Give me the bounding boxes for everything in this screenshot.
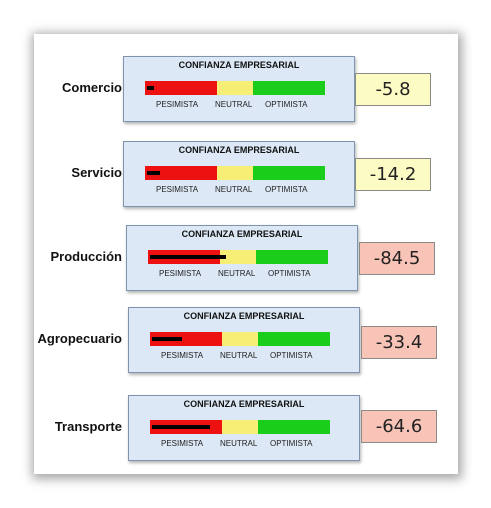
optimista-band: [253, 81, 325, 95]
neutral-band: [217, 166, 253, 180]
pesimista-label: PESIMISTA: [156, 185, 199, 194]
value-display: -64.6: [361, 410, 437, 443]
band-labels: PESIMISTA NEUTRAL OPTIMISTA: [145, 100, 325, 111]
card-title: CONFIANZA EMPRESARIAL: [183, 311, 305, 321]
sector-label: Servicio: [71, 165, 122, 180]
confidence-card: CONFIANZA EMPRESARIAL PESIMISTA NEUTRAL …: [128, 307, 360, 373]
card-title: CONFIANZA EMPRESARIAL: [178, 145, 300, 155]
neutral-band: [217, 81, 253, 95]
optimista-label: OPTIMISTA: [270, 351, 313, 360]
band-labels: PESIMISTA NEUTRAL OPTIMISTA: [145, 185, 325, 196]
sector-row-comercio: Comercio CONFIANZA EMPRESARIAL PESIMISTA…: [34, 56, 458, 126]
bullet-gauge: [145, 81, 325, 95]
neutral-label: NEUTRAL: [215, 185, 253, 194]
band-labels: PESIMISTA NEUTRAL OPTIMISTA: [150, 351, 330, 362]
measure-bar: [152, 337, 183, 341]
value-display: -84.5: [359, 242, 435, 275]
optimista-label: OPTIMISTA: [265, 185, 308, 194]
neutral-label: NEUTRAL: [220, 439, 258, 448]
sector-label: Comercio: [62, 80, 122, 95]
band-labels: PESIMISTA NEUTRAL OPTIMISTA: [150, 439, 330, 450]
value-display: -5.8: [355, 73, 431, 106]
card-title: CONFIANZA EMPRESARIAL: [178, 60, 300, 70]
pesimista-band: [150, 332, 222, 346]
neutral-band: [222, 332, 258, 346]
dashboard-panel: Comercio CONFIANZA EMPRESARIAL PESIMISTA…: [34, 34, 458, 474]
pesimista-label: PESIMISTA: [161, 351, 204, 360]
optimista-label: OPTIMISTA: [268, 269, 311, 278]
optimista-band: [256, 250, 328, 264]
pesimista-label: PESIMISTA: [161, 439, 204, 448]
optimista-band: [253, 166, 325, 180]
value-display: -33.4: [361, 326, 437, 359]
measure-bar: [147, 171, 160, 175]
optimista-band: [258, 332, 330, 346]
neutral-label: NEUTRAL: [220, 351, 258, 360]
neutral-label: NEUTRAL: [218, 269, 256, 278]
sector-row-produccion: Producción CONFIANZA EMPRESARIAL PESIMIS…: [34, 225, 458, 295]
neutral-band: [222, 420, 258, 434]
optimista-label: OPTIMISTA: [270, 439, 313, 448]
neutral-label: NEUTRAL: [215, 100, 253, 109]
sector-label: Producción: [50, 249, 122, 264]
confidence-card: CONFIANZA EMPRESARIAL PESIMISTA NEUTRAL …: [123, 56, 355, 122]
sector-label: Transporte: [54, 419, 122, 434]
sector-row-transporte: Transporte CONFIANZA EMPRESARIAL PESIMIS…: [34, 395, 458, 465]
bullet-gauge: [150, 332, 330, 346]
value-display: -14.2: [355, 158, 431, 191]
measure-bar: [152, 425, 211, 429]
confidence-card: CONFIANZA EMPRESARIAL PESIMISTA NEUTRAL …: [123, 141, 355, 207]
pesimista-label: PESIMISTA: [156, 100, 199, 109]
sector-label: Agropecuario: [37, 331, 122, 346]
confidence-card: CONFIANZA EMPRESARIAL PESIMISTA NEUTRAL …: [126, 225, 358, 291]
band-labels: PESIMISTA NEUTRAL OPTIMISTA: [148, 269, 328, 280]
confidence-card: CONFIANZA EMPRESARIAL PESIMISTA NEUTRAL …: [128, 395, 360, 461]
bullet-gauge: [148, 250, 328, 264]
card-title: CONFIANZA EMPRESARIAL: [183, 399, 305, 409]
measure-bar: [150, 255, 227, 259]
measure-bar: [147, 86, 155, 90]
optimista-band: [258, 420, 330, 434]
pesimista-band: [145, 166, 217, 180]
neutral-band: [220, 250, 256, 264]
optimista-label: OPTIMISTA: [265, 100, 308, 109]
bullet-gauge: [150, 420, 330, 434]
sector-row-servicio: Servicio CONFIANZA EMPRESARIAL PESIMISTA…: [34, 141, 458, 211]
pesimista-band: [145, 81, 217, 95]
bullet-gauge: [145, 166, 325, 180]
card-title: CONFIANZA EMPRESARIAL: [181, 229, 303, 239]
pesimista-label: PESIMISTA: [159, 269, 202, 278]
sector-row-agropecuario: Agropecuario CONFIANZA EMPRESARIAL PESIM…: [34, 307, 458, 377]
